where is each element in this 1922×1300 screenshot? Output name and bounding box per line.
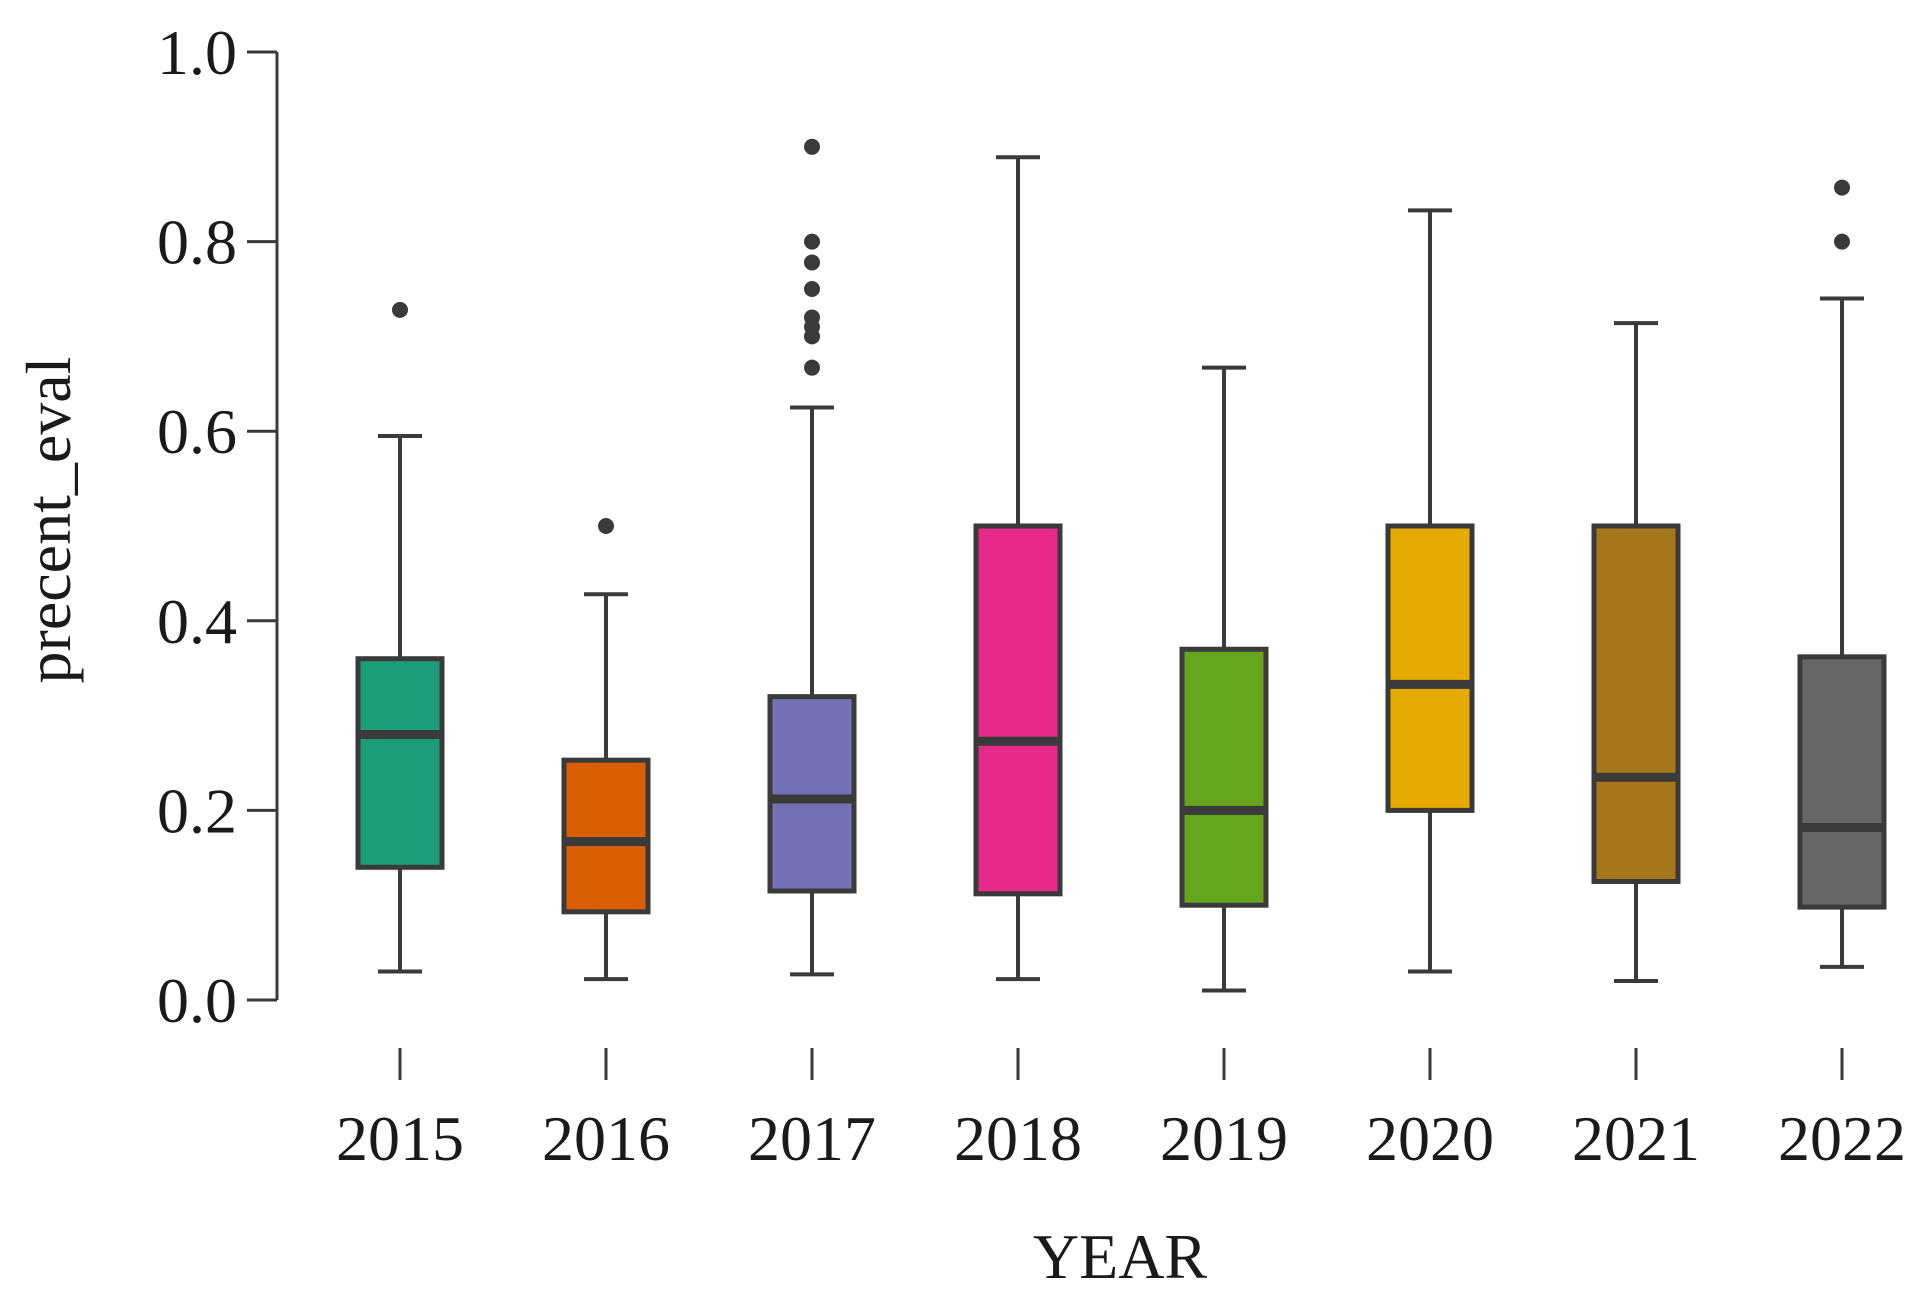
box-iqr [1591, 523, 1681, 884]
x-tick-label: 2021 [1572, 1103, 1700, 1174]
box-2017 [767, 138, 857, 977]
box-iqr [561, 757, 651, 915]
y-axis-title: precent_eval [13, 357, 84, 684]
y-tick-label: 0.6 [157, 396, 237, 467]
x-tick-label: 2017 [748, 1103, 876, 1174]
outlier-point [1834, 233, 1850, 250]
y-tick-label: 1.0 [157, 17, 237, 88]
outlier-point [804, 138, 820, 155]
box-iqr [767, 694, 857, 894]
box-2020 [1385, 208, 1475, 974]
box-2015 [355, 301, 445, 974]
outlier-point [804, 309, 820, 326]
outlier-point [804, 359, 820, 376]
box-iqr [973, 523, 1063, 897]
outlier-point [804, 254, 820, 271]
outlier-point [598, 518, 614, 534]
box-series [355, 138, 1887, 993]
box-2019 [1179, 365, 1269, 993]
outlier-point [804, 281, 820, 297]
box-iqr [355, 656, 445, 870]
box-iqr [1179, 646, 1269, 908]
y-tick-label: 0.4 [157, 586, 237, 657]
outlier-point [1834, 179, 1850, 196]
y-tick-label: 0.8 [157, 207, 237, 278]
box-iqr [1797, 654, 1887, 910]
x-tick-label: 2016 [542, 1103, 670, 1174]
x-tick-label: 2020 [1366, 1103, 1494, 1174]
y-tick-label: 0.2 [157, 775, 237, 846]
x-axis-title: YEAR [1033, 1221, 1208, 1292]
box-2022 [1797, 179, 1887, 969]
x-tick-label: 2018 [954, 1103, 1082, 1174]
box-iqr [1385, 523, 1475, 813]
x-tick-label: 2015 [336, 1103, 464, 1174]
x-tick-label: 2019 [1160, 1103, 1288, 1174]
outlier-point [804, 233, 820, 250]
outlier-point [392, 301, 408, 318]
box-2016 [561, 518, 651, 982]
y-tick-label: 0.0 [157, 965, 237, 1036]
x-tick-label: 2022 [1778, 1103, 1906, 1174]
box-2018 [973, 155, 1063, 982]
box-2021 [1591, 321, 1681, 984]
x-axis-ticks: 2015 2016 2017 2018 2019 2020 2021 2022 [336, 1048, 1906, 1174]
y-axis: 0.0 0.2 0.4 0.6 0.8 1.0 [157, 17, 279, 1036]
